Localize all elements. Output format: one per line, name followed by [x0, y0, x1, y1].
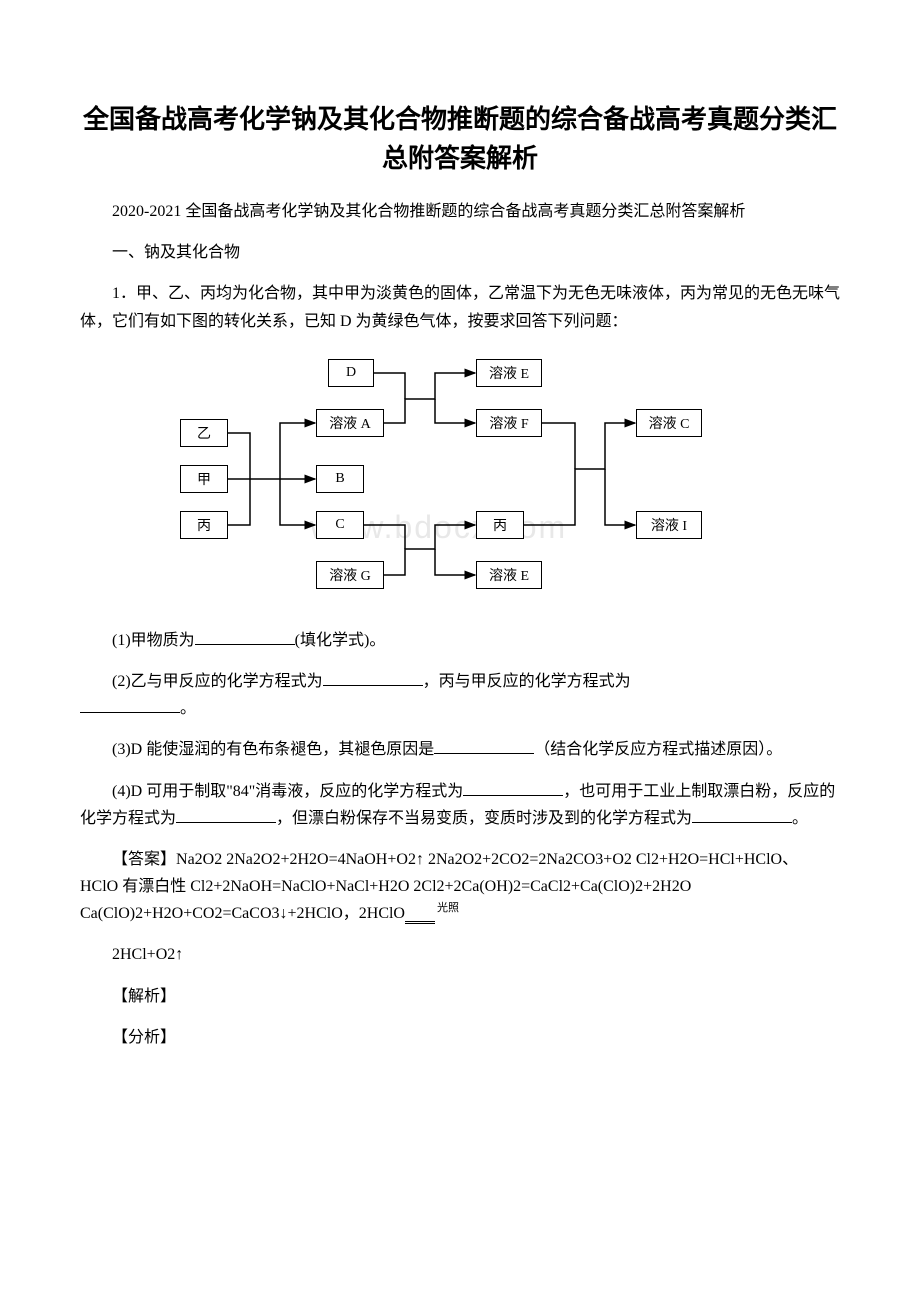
q1-2-mid: ，丙与甲反应的化学方程式为	[423, 673, 631, 690]
intro-paragraph: 2020-2021 全国备战高考化学钠及其化合物推断题的综合备战高考真题分类汇总…	[80, 198, 840, 225]
q1-4-post: 。	[792, 810, 808, 827]
q1-3-post: （结合化学反应方程式描述原因）。	[534, 741, 782, 758]
q1-3-pre: (3)D 能使湿润的有色布条褪色，其褪色原因是	[112, 741, 434, 758]
q1-2-post: 。	[180, 700, 196, 717]
box-bing-left: 丙	[180, 511, 228, 539]
box-sol-e-bottom: 溶液 E	[476, 561, 542, 589]
box-b: B	[316, 465, 364, 493]
diagram-lines	[180, 349, 740, 609]
box-jia: 甲	[180, 465, 228, 493]
blank	[692, 822, 792, 823]
box-d: D	[328, 359, 374, 387]
blank	[323, 685, 423, 686]
q1-1: (1)甲物质为 (填化学式)。	[80, 627, 840, 654]
q1-1-pre: (1)甲物质为	[112, 632, 195, 649]
box-sol-i: 溶液 I	[636, 511, 702, 539]
box-bing-right: 丙	[476, 511, 524, 539]
flow-diagram: www.bdocx.com D 乙 甲 丙 溶液 A B C 溶液 G 溶液 E	[180, 349, 740, 609]
answer-label: 【答案】	[112, 851, 176, 868]
q1-3: (3)D 能使湿润的有色布条褪色，其褪色原因是 （结合化学反应方程式描述原因）。	[80, 736, 840, 763]
answer-block: 【答案】Na2O2 2Na2O2+2H2O=4NaOH+O2↑ 2Na2O2+2…	[80, 846, 840, 928]
blank	[176, 822, 276, 823]
answer-tail: 2HCl+O2↑	[80, 941, 840, 968]
box-sol-g: 溶液 G	[316, 561, 384, 589]
blank	[80, 712, 180, 713]
box-c: C	[316, 511, 364, 539]
box-sol-f: 溶液 F	[476, 409, 542, 437]
box-yi: 乙	[180, 419, 228, 447]
q1-1-post: (填化学式)。	[295, 632, 386, 649]
q1-stem: 1．甲、乙、丙均为化合物，其中甲为淡黄色的固体，乙常温下为无色无味液体，丙为常见…	[80, 280, 840, 334]
blank	[195, 644, 295, 645]
box-sol-c: 溶液 C	[636, 409, 702, 437]
box-sol-a: 溶液 A	[316, 409, 384, 437]
section-heading: 一、钠及其化合物	[80, 239, 840, 266]
light-condition: 光照	[405, 905, 459, 925]
q1-4-mid2: ，但漂白粉保存不当易变质，变质时涉及到的化学方程式为	[276, 810, 692, 827]
fenxi-label: 【分析】	[80, 1024, 840, 1051]
box-sol-e-top: 溶液 E	[476, 359, 542, 387]
blank	[434, 753, 534, 754]
page-title: 全国备战高考化学钠及其化合物推断题的综合备战高考真题分类汇总附答案解析	[80, 100, 840, 178]
blank	[463, 795, 563, 796]
q1-4: (4)D 可用于制取"84"消毒液，反应的化学方程式为，也可用于工业上制取漂白粉…	[80, 778, 840, 832]
q1-4-pre: (4)D 可用于制取"84"消毒液，反应的化学方程式为	[112, 783, 463, 800]
q1-2: (2)乙与甲反应的化学方程式为 ，丙与甲反应的化学方程式为。	[80, 668, 840, 722]
jiexi-label: 【解析】	[80, 983, 840, 1010]
q1-2-pre: (2)乙与甲反应的化学方程式为	[112, 673, 323, 690]
